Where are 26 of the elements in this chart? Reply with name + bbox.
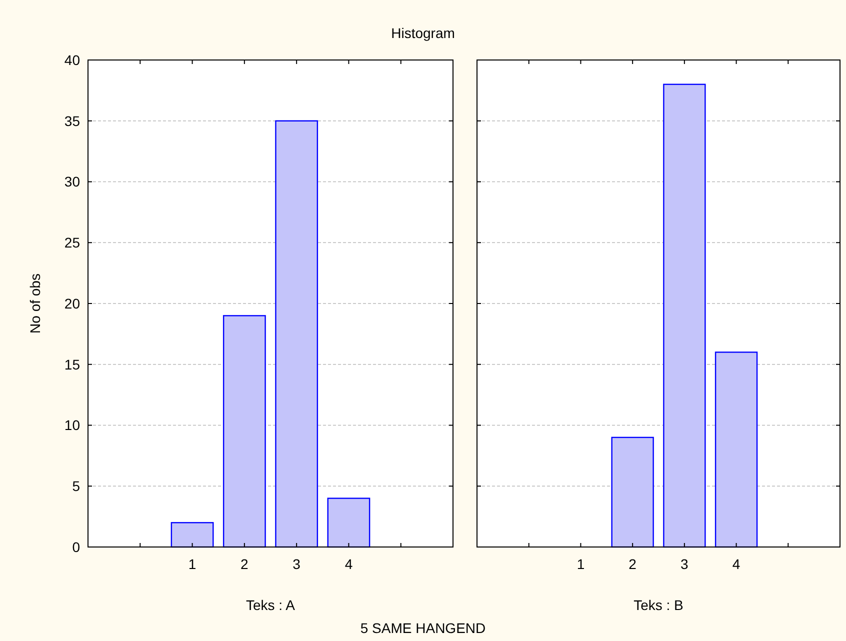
y-tick-label: 25 bbox=[64, 234, 80, 251]
y-tick-label: 10 bbox=[64, 417, 80, 434]
y-tick-label: 5 bbox=[72, 478, 80, 494]
y-tick-label: 35 bbox=[64, 112, 80, 129]
y-tick-label: 0 bbox=[72, 538, 80, 555]
chart-title: Histogram bbox=[391, 25, 455, 41]
bar bbox=[275, 120, 318, 548]
text: 5 SAME HANGEND bbox=[360, 620, 486, 636]
x-tick-label: 1 bbox=[188, 556, 196, 572]
bar bbox=[222, 315, 266, 548]
x-tick-label: 4 bbox=[344, 556, 353, 572]
y-tick-label: 15 bbox=[64, 356, 80, 372]
y-tick-label: 30 bbox=[64, 174, 80, 190]
x-tick-label: 2 bbox=[628, 556, 637, 572]
x-tick-label: 1 bbox=[576, 556, 585, 572]
y-tick-label: 20 bbox=[64, 295, 80, 312]
x-axis-title: Teks : B bbox=[634, 597, 684, 613]
x-axis-title: Teks : A bbox=[246, 597, 296, 613]
y-tick-label: 40 bbox=[64, 52, 80, 68]
x-tick-label: 3 bbox=[680, 556, 689, 572]
bar bbox=[327, 498, 370, 548]
y-axis-title: No of obs bbox=[27, 274, 43, 334]
x-tick-label: 4 bbox=[732, 556, 740, 572]
x-tick-label: 3 bbox=[292, 556, 301, 572]
x-tick-label: 2 bbox=[240, 556, 249, 572]
bar bbox=[170, 522, 214, 548]
